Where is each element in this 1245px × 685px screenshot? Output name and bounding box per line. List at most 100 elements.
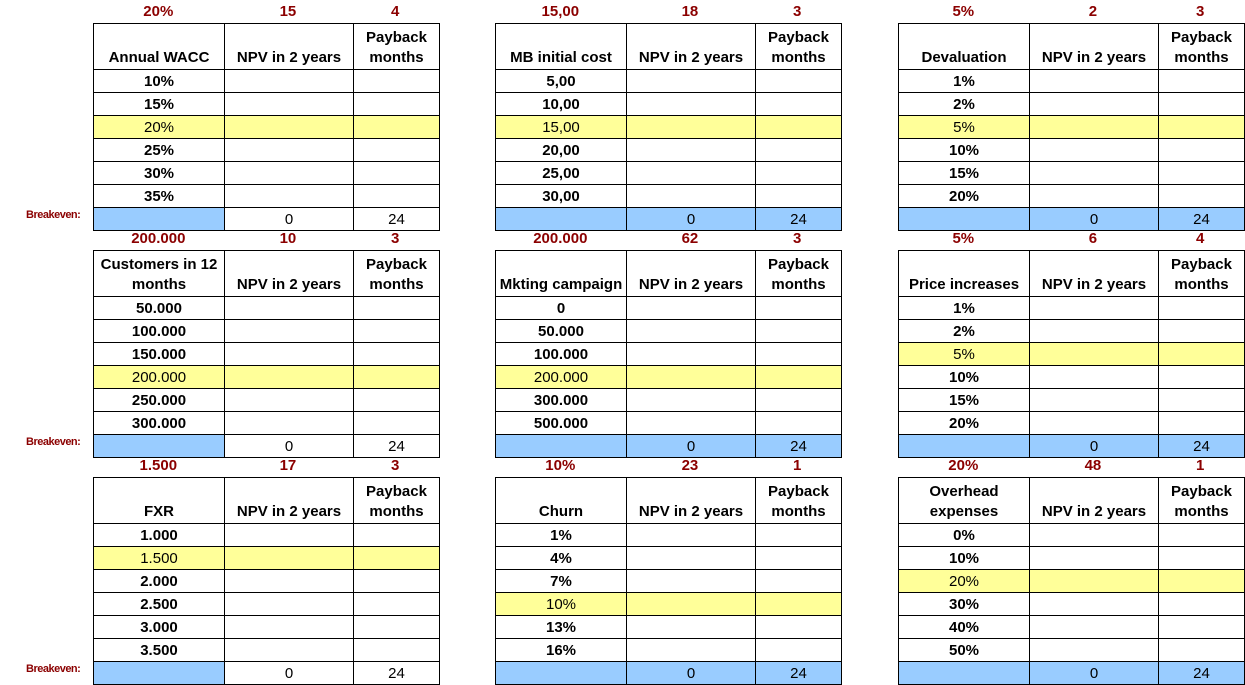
npv-cell[interactable] [626,138,756,162]
npv-cell[interactable] [626,161,756,185]
breakeven-payback-cell[interactable]: 24 [755,434,842,458]
payback-cell[interactable] [755,592,842,616]
breakeven-input-cell[interactable] [495,207,627,231]
input-value-cell[interactable]: 15% [898,388,1030,412]
breakeven-npv-cell[interactable]: 0 [224,434,354,458]
payback-cell[interactable] [353,161,440,185]
breakeven-npv-cell[interactable]: 0 [626,434,756,458]
payback-cell[interactable] [1158,69,1245,93]
payback-cell[interactable] [1158,296,1245,320]
npv-cell[interactable] [224,411,354,435]
npv-cell[interactable] [224,638,354,662]
input-value-cell[interactable]: 15% [93,92,225,116]
breakeven-payback-cell[interactable]: 24 [755,207,842,231]
breakeven-input-cell[interactable] [495,661,627,685]
payback-cell[interactable] [1158,638,1245,662]
breakeven-payback-cell[interactable]: 24 [353,207,440,231]
npv-cell[interactable] [224,161,354,185]
input-value-cell[interactable]: 100.000 [93,319,225,343]
npv-cell[interactable] [1029,411,1159,435]
npv-cell[interactable] [1029,569,1159,593]
payback-cell[interactable] [755,638,842,662]
npv-cell[interactable] [1029,184,1159,208]
breakeven-npv-cell[interactable]: 0 [1029,434,1159,458]
input-value-cell[interactable]: 250.000 [93,388,225,412]
payback-cell[interactable] [1158,365,1245,389]
npv-cell[interactable] [626,411,756,435]
npv-cell[interactable] [1029,69,1159,93]
input-value-cell[interactable]: 150.000 [93,342,225,366]
payback-cell[interactable] [353,638,440,662]
input-value-cell[interactable]: 2% [898,92,1030,116]
breakeven-input-cell[interactable] [898,661,1030,685]
npv-cell[interactable] [626,115,756,139]
npv-cell[interactable] [224,184,354,208]
input-value-cell[interactable]: 7% [495,569,627,593]
input-value-cell[interactable]: 10% [93,69,225,93]
breakeven-npv-cell[interactable]: 0 [626,207,756,231]
payback-cell[interactable] [1158,523,1245,547]
breakeven-input-cell[interactable] [93,207,225,231]
payback-cell[interactable] [353,319,440,343]
payback-cell[interactable] [755,296,842,320]
payback-cell[interactable] [353,342,440,366]
input-value-cell[interactable]: 20% [898,569,1030,593]
breakeven-npv-cell[interactable]: 0 [224,661,354,685]
input-value-cell[interactable]: 1% [495,523,627,547]
payback-cell[interactable] [1158,592,1245,616]
input-value-cell[interactable]: 100.000 [495,342,627,366]
input-value-cell[interactable]: 10% [495,592,627,616]
payback-cell[interactable] [755,411,842,435]
npv-cell[interactable] [626,546,756,570]
input-value-cell[interactable]: 10% [898,138,1030,162]
npv-cell[interactable] [224,138,354,162]
breakeven-input-cell[interactable] [495,434,627,458]
npv-cell[interactable] [1029,161,1159,185]
payback-cell[interactable] [755,342,842,366]
input-value-cell[interactable]: 30% [898,592,1030,616]
npv-cell[interactable] [1029,342,1159,366]
payback-cell[interactable] [353,388,440,412]
payback-cell[interactable] [755,92,842,116]
input-value-cell[interactable]: 0% [898,523,1030,547]
npv-cell[interactable] [626,638,756,662]
input-value-cell[interactable]: 1.500 [93,546,225,570]
npv-cell[interactable] [224,342,354,366]
breakeven-input-cell[interactable] [898,434,1030,458]
npv-cell[interactable] [224,523,354,547]
input-value-cell[interactable]: 10% [898,546,1030,570]
npv-cell[interactable] [224,319,354,343]
payback-cell[interactable] [353,296,440,320]
input-value-cell[interactable]: 1% [898,69,1030,93]
payback-cell[interactable] [755,365,842,389]
breakeven-input-cell[interactable] [93,434,225,458]
breakeven-npv-cell[interactable]: 0 [1029,661,1159,685]
npv-cell[interactable] [626,365,756,389]
npv-cell[interactable] [224,592,354,616]
input-value-cell[interactable]: 20% [898,411,1030,435]
input-value-cell[interactable]: 5% [898,115,1030,139]
npv-cell[interactable] [224,365,354,389]
npv-cell[interactable] [224,92,354,116]
npv-cell[interactable] [626,319,756,343]
npv-cell[interactable] [1029,92,1159,116]
npv-cell[interactable] [1029,138,1159,162]
payback-cell[interactable] [1158,319,1245,343]
input-value-cell[interactable]: 30,00 [495,184,627,208]
breakeven-payback-cell[interactable]: 24 [1158,661,1245,685]
payback-cell[interactable] [353,92,440,116]
payback-cell[interactable] [755,184,842,208]
payback-cell[interactable] [353,546,440,570]
npv-cell[interactable] [626,184,756,208]
payback-cell[interactable] [1158,115,1245,139]
payback-cell[interactable] [755,319,842,343]
payback-cell[interactable] [353,365,440,389]
npv-cell[interactable] [1029,638,1159,662]
input-value-cell[interactable]: 3.500 [93,638,225,662]
payback-cell[interactable] [755,388,842,412]
input-value-cell[interactable]: 10,00 [495,92,627,116]
npv-cell[interactable] [1029,388,1159,412]
input-value-cell[interactable]: 300.000 [93,411,225,435]
input-value-cell[interactable]: 40% [898,615,1030,639]
input-value-cell[interactable]: 1.000 [93,523,225,547]
